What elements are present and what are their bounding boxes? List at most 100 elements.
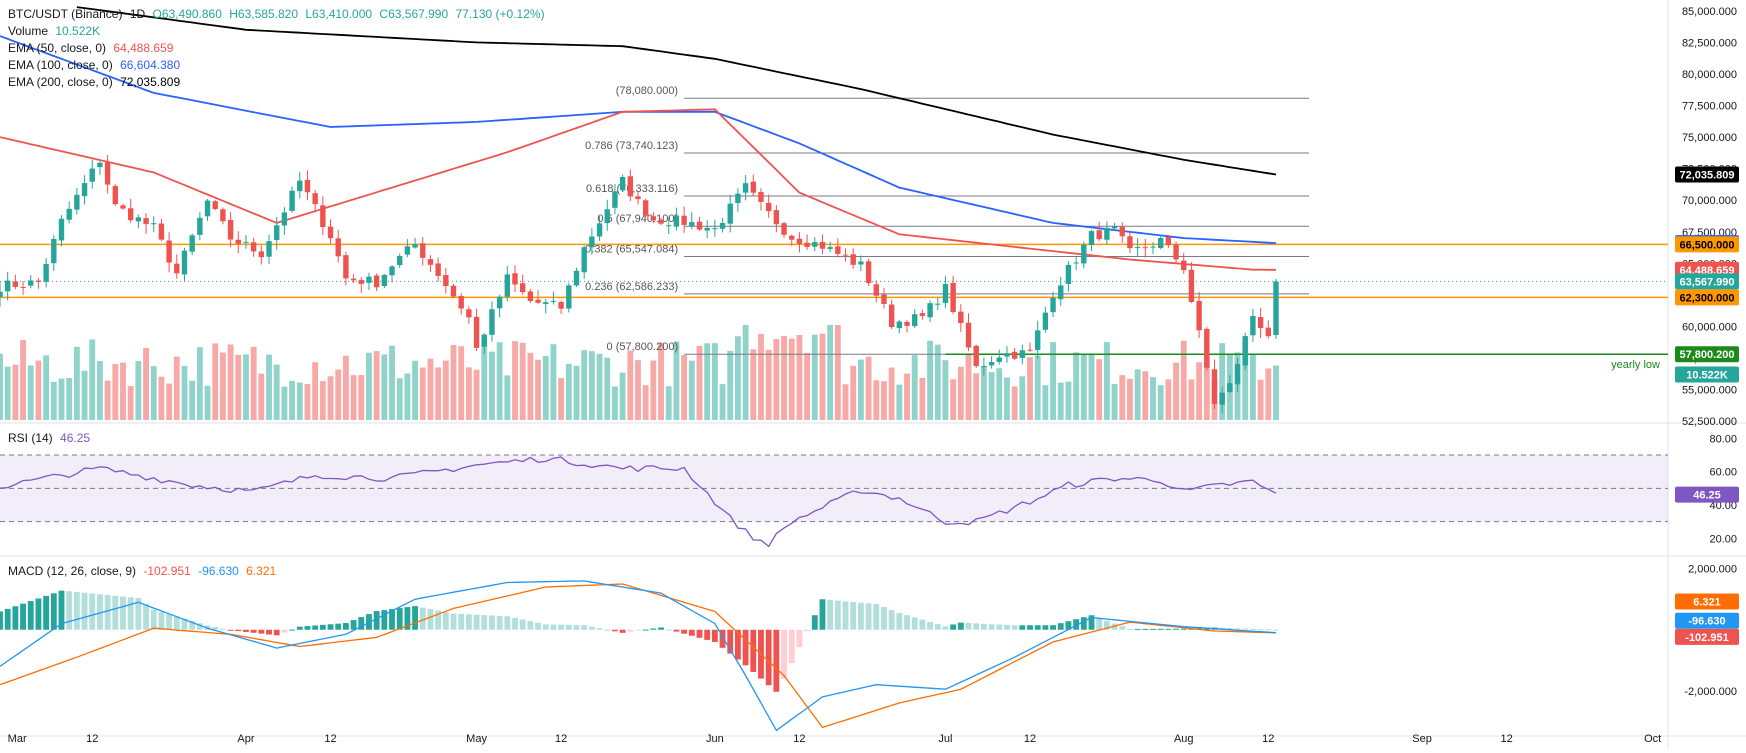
macd-histogram-bar — [296, 626, 303, 630]
macd-histogram-bar — [919, 619, 926, 630]
volume-bar — [73, 346, 80, 420]
macd-histogram-bar — [212, 627, 219, 630]
legend-ema50[interactable]: EMA (50, close, 0) 64,488.659 — [8, 40, 177, 56]
candle-body — [512, 273, 518, 285]
interval-label[interactable]: 1D — [129, 7, 146, 21]
volume-bar — [20, 339, 26, 420]
macd-histogram-bar — [173, 616, 180, 630]
ema50-line[interactable] — [0, 108, 1276, 271]
fib-level-label: 0 (57,800.200) — [607, 341, 679, 353]
candle-body — [381, 274, 388, 287]
macd-histogram-bar — [635, 629, 641, 631]
candle-body — [819, 242, 826, 249]
rsi-axis-label-bg — [1675, 486, 1739, 503]
macd-histogram-bar — [727, 629, 734, 654]
ema50-label: EMA (50, close, 0) — [8, 41, 107, 55]
axis-price-label: 63,567.990 — [1679, 276, 1734, 288]
volume-bar — [66, 377, 73, 420]
volume-bar — [635, 360, 641, 420]
macd-histogram-bar — [719, 629, 726, 648]
ema200-line[interactable] — [76, 6, 1277, 176]
candle-body — [789, 235, 795, 240]
macd-histogram-bar — [842, 601, 849, 630]
candle-body — [758, 192, 764, 202]
volume-bar — [1057, 382, 1064, 420]
volume-bar — [711, 343, 718, 420]
volume-bar — [642, 385, 649, 420]
macd-histogram-bar — [650, 628, 657, 630]
macd-histogram-bar — [158, 611, 165, 630]
volume-bar — [235, 354, 242, 420]
volume-bar — [112, 364, 119, 420]
macd-histogram-bar — [1050, 625, 1056, 630]
macd-histogram-bar — [704, 629, 711, 640]
macd-histogram-bar — [465, 614, 472, 630]
volume-bar — [819, 333, 826, 420]
macd-axis-label: 6.321 — [1693, 597, 1721, 609]
fib-level-label: 0.382 (65,547.084) — [585, 243, 678, 255]
macd-histogram-bar — [1119, 626, 1126, 630]
macd-histogram-bar — [1004, 624, 1010, 630]
volume-bar — [1034, 355, 1041, 420]
macd-histogram-bar — [1134, 628, 1141, 630]
signal-line[interactable] — [0, 583, 1277, 729]
legend-rsi[interactable]: RSI (14) 46.25 — [8, 430, 94, 446]
candle-body — [596, 223, 603, 237]
candle-body — [865, 261, 872, 284]
candle-body — [104, 162, 111, 185]
volume-bar — [150, 366, 157, 420]
candle-body — [327, 226, 334, 239]
candle-body — [235, 239, 241, 244]
volume-bar — [489, 351, 495, 420]
candle-body — [181, 250, 188, 275]
fib-retracement: (78,080.000)0.786 (73,740.123)0.618 (70,… — [585, 85, 1309, 355]
macd-histogram-bar — [696, 629, 703, 638]
legend-volume[interactable]: Volume 10.522K — [8, 23, 104, 39]
candle-body — [1204, 328, 1210, 368]
rsi-line[interactable] — [0, 456, 1277, 548]
candle-body — [796, 238, 803, 244]
macd-histogram-bar — [250, 629, 257, 633]
macd-line[interactable] — [0, 580, 1277, 732]
volume-bar — [335, 369, 342, 420]
macd-histogram-bar — [496, 615, 503, 630]
volume-bar — [896, 384, 903, 420]
candle-body — [573, 270, 580, 286]
candle-body — [612, 191, 618, 208]
volume-bar — [312, 362, 319, 420]
candle-body — [135, 217, 142, 222]
candle-body — [212, 201, 218, 210]
legend-ema100[interactable]: EMA (100, close, 0) 66,604.380 — [8, 57, 184, 73]
volume-bar — [227, 344, 234, 420]
candle-body — [835, 246, 841, 254]
macd-histogram-bar — [504, 616, 511, 630]
macd-histogram-bar — [665, 629, 672, 631]
candle-body — [1042, 312, 1049, 330]
macd-tick-label: -2,000.000 — [1684, 686, 1737, 698]
candle-body — [335, 238, 341, 257]
macd-histogram-bar — [20, 603, 26, 630]
volume-bar — [904, 373, 910, 420]
price-tick-label: 80,000.000 — [1682, 69, 1737, 81]
legend-ema200[interactable]: EMA (200, close, 0) 72,035.809 — [8, 74, 184, 90]
volume-bar — [1257, 379, 1264, 420]
legend-symbol-row[interactable]: BTC/USDT (Binance) 1D O63,490.860 H63,58… — [8, 6, 549, 22]
time-tick-label: 12 — [1262, 733, 1274, 745]
volume-axis-label: 10.522K — [1686, 369, 1728, 381]
macd-histogram-bar — [565, 624, 572, 630]
candle-body — [473, 316, 480, 348]
volume-bar — [212, 343, 219, 420]
legend-macd[interactable]: MACD (12, 26, close, 9) -102.951 -96.630… — [8, 563, 280, 579]
macd-value: -102.951 — [143, 564, 191, 578]
macd-histogram-bar — [0, 611, 3, 630]
volume-bar — [573, 365, 580, 420]
symbol-name[interactable]: BTC/USDT (Binance) — [8, 7, 123, 21]
volume-bar — [366, 352, 372, 420]
volume-bar — [980, 366, 987, 420]
volume-bar — [273, 364, 280, 420]
macd-histogram-bar — [1127, 628, 1133, 630]
macd-histogram-bar — [427, 609, 434, 630]
candle-body — [520, 283, 526, 293]
